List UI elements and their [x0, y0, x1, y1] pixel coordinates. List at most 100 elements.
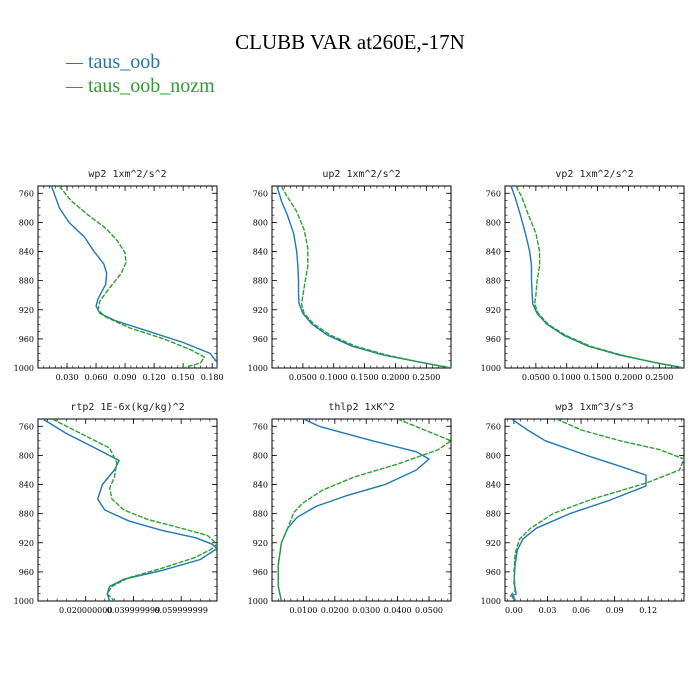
x-tick-label: 0.0400 — [384, 606, 412, 615]
x-tick-label: 0.2500 — [645, 373, 673, 382]
panel-series-group — [509, 419, 684, 601]
x-tick-label: 0.09 — [606, 606, 624, 615]
x-tick-label: 0.0500 — [289, 373, 317, 382]
y-tick-label: 960 — [486, 335, 501, 344]
y-tick-label: 920 — [19, 539, 34, 548]
y-tick-label: 840 — [486, 248, 501, 257]
x-tick-label: 0.039999999 — [107, 606, 160, 615]
y-tick-label: 840 — [486, 481, 501, 490]
panel-2: up2 1xm^2/s^2 760 800 840 880 920 960 1000 0.050… — [248, 169, 452, 382]
panel-frame — [271, 418, 452, 602]
y-tick-label: 960 — [253, 568, 268, 577]
panel-frame — [504, 418, 685, 602]
y-tick-label: 920 — [486, 306, 501, 315]
y-tick-label: 840 — [19, 248, 34, 257]
x-tick-label: 0.0300 — [352, 606, 380, 615]
x-tick-label: 0.150 — [172, 373, 195, 382]
panel-title: wp3 1xm^3/s^3 — [555, 402, 633, 413]
legend-item-taus-oob-nozm: taus_oob_nozm — [66, 74, 215, 98]
chart-title: CLUBB VAR at260E,-17N — [235, 30, 465, 54]
y-tick-label: 800 — [486, 218, 501, 227]
y-tick-label: 800 — [253, 218, 268, 227]
panel-series-group — [277, 419, 451, 601]
legend-item-taus-oob: taus_oob — [66, 50, 215, 74]
y-tick-label: 760 — [486, 422, 501, 431]
y-tick-label: 960 — [19, 335, 34, 344]
y-tick-label: 840 — [253, 481, 268, 490]
x-tick-label: 0.1000 — [320, 373, 348, 382]
series-line-taus-oob-nozm — [277, 419, 451, 601]
legend-label-taus-oob: taus_oob — [88, 51, 161, 73]
panel-frame — [504, 185, 685, 369]
panel-series-group — [510, 186, 684, 368]
y-tick-label: 1000 — [481, 364, 501, 373]
x-tick-label: 0.0200 — [321, 606, 349, 615]
x-tick-label: 0.2000 — [381, 373, 409, 382]
y-tick-label: 880 — [19, 277, 34, 286]
x-tick-label: 0.0500 — [415, 606, 443, 615]
y-tick-label: 1000 — [248, 364, 268, 373]
x-tick-label: 0.2000 — [614, 373, 642, 382]
panel-title: rtp2 1E-6x(kg/kg)^2 — [70, 402, 184, 413]
y-tick-label: 760 — [253, 189, 268, 198]
y-tick-label: 960 — [253, 335, 268, 344]
panel-3: vp2 1xm^2/s^2 760 800 840 880 920 960 1000 0.050… — [481, 169, 685, 382]
x-tick-label: 0.180 — [201, 373, 224, 382]
x-tick-label: 0.0100 — [289, 606, 317, 615]
x-tick-label: 0.03 — [539, 606, 557, 615]
panel-6: wp3 1xm^3/s^3 760 800 840 880 920 960 1000 0.00 0… — [481, 402, 685, 615]
y-tick-label: 960 — [19, 568, 34, 577]
panel-series-group — [50, 186, 217, 368]
y-tick-label: 920 — [253, 539, 268, 548]
x-tick-label: 0.06 — [572, 606, 590, 615]
panel-5: thlp2 1xK^2 760 800 840 880 920 960 1000 0.0100 0… — [248, 402, 452, 615]
series-line-taus-oob-nozm — [51, 419, 217, 601]
x-tick-label: 0.060 — [85, 373, 108, 382]
panel-title: up2 1xm^2/s^2 — [322, 169, 400, 180]
x-tick-label: 0.1500 — [584, 373, 612, 382]
y-tick-label: 920 — [253, 306, 268, 315]
y-tick-label: 1000 — [14, 364, 34, 373]
panel-title: wp2 1xm^2/s^2 — [88, 169, 166, 180]
y-tick-label: 800 — [19, 451, 34, 460]
series-line-taus-oob-nozm — [509, 419, 684, 601]
panel-title: thlp2 1xK^2 — [328, 402, 394, 413]
x-tick-label: 0.020000000 — [59, 606, 112, 615]
panel-frame — [37, 185, 218, 369]
x-tick-label: 0.00 — [505, 606, 523, 615]
x-tick-label: 0.0500 — [522, 373, 550, 382]
y-tick-label: 880 — [253, 277, 268, 286]
series-line-taus-oob — [511, 419, 647, 601]
y-tick-label: 840 — [253, 248, 268, 257]
x-tick-label: 0.090 — [114, 373, 137, 382]
y-tick-label: 880 — [19, 510, 34, 519]
x-tick-label: 0.030 — [56, 373, 79, 382]
panel-series-group — [276, 186, 451, 368]
y-tick-label: 1000 — [481, 597, 501, 606]
y-tick-label: 880 — [253, 510, 268, 519]
y-tick-label: 800 — [486, 451, 501, 460]
y-tick-label: 920 — [486, 539, 501, 548]
y-tick-label: 880 — [486, 510, 501, 519]
series-line-taus-oob-nozm — [58, 186, 206, 368]
y-tick-label: 880 — [486, 277, 501, 286]
legend: taus_oob taus_oob_nozm — [66, 50, 215, 98]
series-line-taus-oob-nozm — [280, 186, 451, 368]
y-tick-label: 760 — [486, 189, 501, 198]
y-tick-label: 840 — [19, 481, 34, 490]
y-tick-label: 800 — [253, 451, 268, 460]
legend-swatch-taus-oob-nozm — [66, 86, 83, 88]
panel-frame — [271, 185, 452, 369]
x-tick-label: 0.120 — [143, 373, 166, 382]
panel-1: wp2 1xm^2/s^2 760 800 840 880 920 960 1000 0.030… — [14, 169, 224, 382]
x-tick-label: 0.1000 — [553, 373, 581, 382]
y-tick-label: 1000 — [248, 597, 268, 606]
legend-swatch-taus-oob — [66, 62, 83, 64]
panel-series-group — [42, 419, 217, 601]
y-tick-label: 800 — [19, 218, 34, 227]
panel-frame — [37, 418, 218, 602]
legend-label-taus-oob-nozm: taus_oob_nozm — [88, 75, 215, 97]
y-tick-label: 960 — [486, 568, 501, 577]
series-line-taus-oob — [276, 186, 451, 368]
